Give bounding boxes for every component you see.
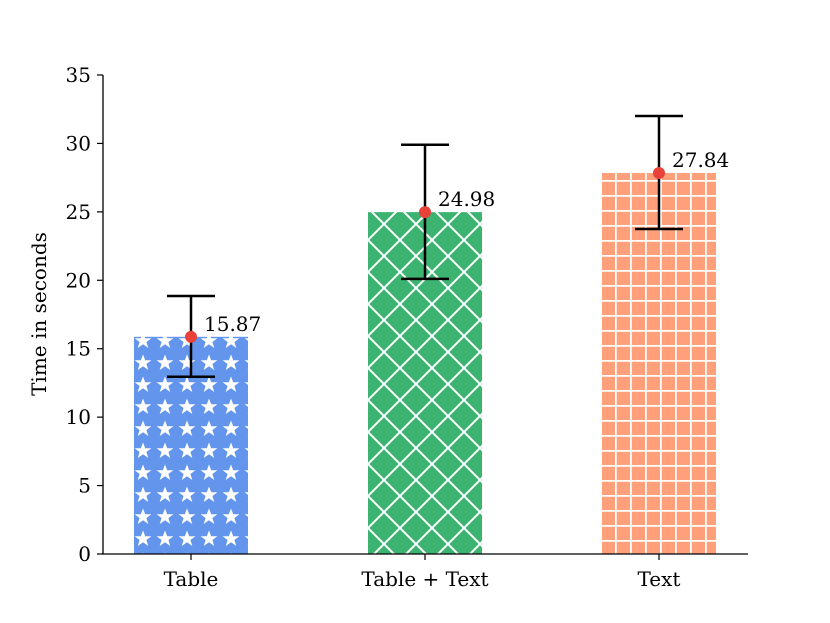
- x-tick: Table + Text: [361, 554, 489, 591]
- markers-group: [185, 166, 665, 343]
- y-tick: 0: [78, 542, 103, 566]
- y-tick: 5: [78, 474, 103, 498]
- x-tick-label: Text: [638, 567, 681, 591]
- y-tick: 35: [66, 63, 103, 87]
- data-labels-group: 15.87 24.98 27.84: [204, 148, 729, 336]
- mean-marker: [653, 166, 665, 179]
- x-tick-label: Table: [164, 567, 219, 591]
- y-tick-label: 25: [66, 200, 91, 224]
- y-tick: 25: [66, 200, 103, 224]
- y-ticks-group: 0 5 10 15 20 25 30 35: [66, 63, 103, 566]
- y-tick: 15: [66, 337, 103, 361]
- x-ticks-group: Table Table + Text Text: [164, 554, 681, 591]
- y-tick: 20: [66, 268, 103, 292]
- y-tick-label: 15: [66, 337, 91, 361]
- x-tick-label: Table + Text: [361, 567, 488, 591]
- bar-text: [602, 172, 716, 554]
- y-tick-label: 30: [66, 131, 91, 155]
- y-tick-label: 20: [66, 268, 91, 292]
- y-tick-label: 5: [78, 474, 91, 498]
- data-label: 27.84: [672, 148, 729, 172]
- x-tick: Text: [638, 554, 681, 591]
- y-tick: 30: [66, 131, 103, 155]
- mean-marker: [419, 206, 431, 219]
- y-tick-label: 10: [66, 405, 91, 429]
- y-tick-label: 35: [66, 63, 91, 87]
- y-tick-label: 0: [78, 542, 91, 566]
- y-tick: 10: [66, 405, 103, 429]
- y-axis-title: Time in seconds: [27, 232, 51, 396]
- data-label: 15.87: [204, 312, 261, 336]
- mean-marker: [185, 330, 197, 343]
- data-label: 24.98: [438, 187, 495, 211]
- x-tick: Table: [164, 554, 219, 591]
